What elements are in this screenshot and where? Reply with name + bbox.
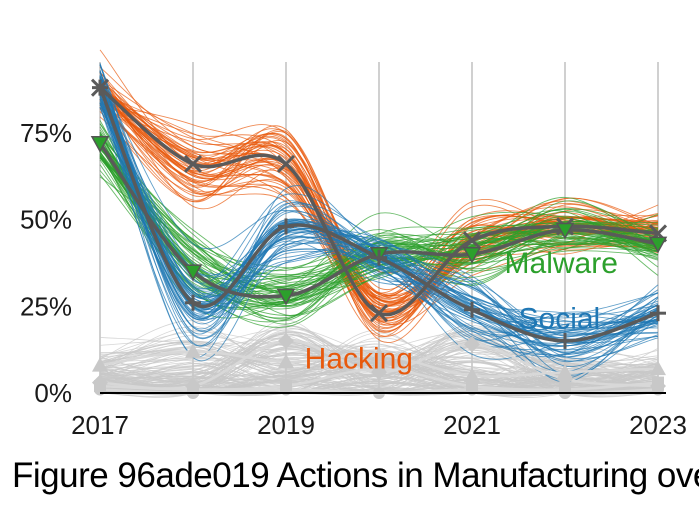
series-sample-line-hacking bbox=[99, 100, 659, 313]
series-sample-line-hacking bbox=[99, 108, 659, 324]
data-point-other-action-3 bbox=[373, 362, 385, 375]
x-tick-label-2023: 2023 bbox=[629, 410, 687, 440]
series-sample-line-hacking bbox=[99, 102, 659, 330]
data-point-other-action-2 bbox=[464, 336, 480, 353]
x-tick-label-2021: 2021 bbox=[443, 410, 501, 440]
data-point-malware bbox=[462, 247, 482, 264]
data-point-social bbox=[185, 294, 201, 311]
y-tick-label-0: 0% bbox=[34, 378, 72, 408]
series-markers bbox=[90, 78, 668, 399]
data-point-other-action-1 bbox=[278, 353, 294, 369]
data-point-social bbox=[92, 79, 108, 96]
data-point-other-action-1 bbox=[464, 367, 480, 383]
y-tick-label-50: 50% bbox=[20, 205, 72, 235]
series-sample-line-hacking bbox=[99, 82, 659, 310]
series-sample-line-social bbox=[99, 95, 659, 360]
marker-stroke bbox=[369, 304, 389, 323]
data-point-malware bbox=[90, 136, 110, 153]
figure-caption: Figure 96ade019 Actions in Manufacturing… bbox=[12, 456, 699, 495]
data-point-social bbox=[278, 218, 294, 235]
series-sample-line-social bbox=[99, 107, 659, 367]
y-tick-label-25: 25% bbox=[20, 291, 72, 321]
y-tick-label-75: 75% bbox=[20, 118, 72, 148]
series-sample-line-social bbox=[99, 76, 659, 347]
data-point-social bbox=[557, 332, 573, 349]
marker-stroke bbox=[462, 231, 482, 250]
series-label-social: Social bbox=[519, 302, 601, 335]
marker-stroke bbox=[276, 154, 296, 174]
data-point-hacking bbox=[369, 304, 389, 323]
series-sample-line-hacking bbox=[99, 86, 659, 343]
series-sample-line-social bbox=[99, 63, 659, 340]
data-point-hacking bbox=[183, 154, 203, 174]
data-point-malware bbox=[648, 236, 668, 254]
data-point-other-action-2 bbox=[278, 332, 294, 349]
data-point-social bbox=[464, 301, 480, 318]
chart: 0% 25% 50% 75% 2017 2019 2021 2023 Hacki… bbox=[20, 49, 687, 440]
series-sample-line-social bbox=[99, 88, 659, 347]
data-point-other-action-1 bbox=[650, 360, 666, 376]
data-point-other-action-1 bbox=[92, 357, 108, 372]
data-point-hacking bbox=[276, 154, 296, 174]
marker-stroke bbox=[183, 154, 203, 174]
series-sample-line-social bbox=[99, 86, 659, 324]
series-sample-line-hacking bbox=[99, 116, 659, 333]
series-label-malware: Malware bbox=[505, 247, 618, 280]
series-sample-line-social bbox=[99, 75, 659, 358]
data-point-malware bbox=[555, 222, 575, 240]
data-point-malware bbox=[183, 264, 203, 282]
data-point-other-action-2 bbox=[557, 371, 573, 388]
data-point-hacking bbox=[462, 231, 482, 250]
data-point-social bbox=[371, 249, 387, 266]
series-label-hacking: Hacking bbox=[305, 342, 413, 375]
data-point-other-action-1 bbox=[185, 343, 201, 358]
series-sample-line-hacking bbox=[99, 107, 659, 326]
data-point-malware bbox=[276, 288, 296, 306]
median-line-social bbox=[98, 86, 659, 343]
data-point-social bbox=[650, 305, 666, 322]
x-tick-label-2017: 2017 bbox=[71, 410, 129, 440]
data-point-other-action-1 bbox=[371, 346, 387, 362]
x-tick-label-2019: 2019 bbox=[257, 410, 315, 440]
